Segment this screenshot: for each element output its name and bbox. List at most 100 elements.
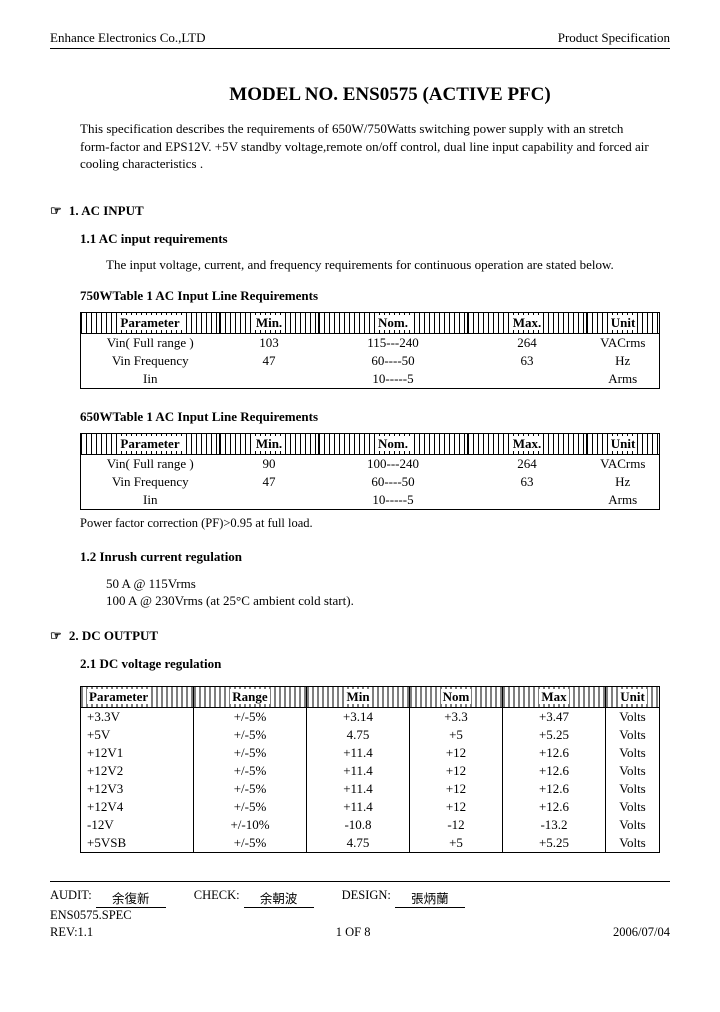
th: Range <box>230 689 269 704</box>
td: +3.14 <box>307 707 410 726</box>
section-1-1-text: The input voltage, current, and frequenc… <box>106 257 670 274</box>
td: 103 <box>220 333 319 352</box>
td: +5 <box>410 726 503 744</box>
spec-name: ENS0575.SPEC <box>50 908 670 923</box>
td: +12.6 <box>503 798 606 816</box>
page-number: 1 OF 8 <box>336 925 371 940</box>
td: Arms <box>587 491 660 510</box>
td: Volts <box>606 726 660 744</box>
td: +5.25 <box>503 726 606 744</box>
td: +12.6 <box>503 744 606 762</box>
pf-note: Power factor correction (PF)>0.95 at ful… <box>80 516 670 531</box>
table1-caption: 750WTable 1 AC Input Line Requirements <box>80 288 670 304</box>
section-2-1-heading: 2.1 DC voltage regulation <box>80 656 670 672</box>
td: +/-5% <box>194 780 307 798</box>
model-title: MODEL NO. ENS0575 (ACTIVE PFC) <box>110 84 670 106</box>
td: +12V3 <box>81 780 194 798</box>
td: Vin Frequency <box>81 473 220 491</box>
audit-label: AUDIT: <box>50 888 92 908</box>
td: Volts <box>606 762 660 780</box>
audit-value: 余復新 <box>96 888 166 908</box>
table-dc-voltage: Parameter Range Min Nom Max Unit +3.3V+/… <box>80 686 660 853</box>
td: +11.4 <box>307 762 410 780</box>
td: 264 <box>468 454 587 473</box>
td: VACrms <box>587 333 660 352</box>
td: +12 <box>410 780 503 798</box>
rev: REV:1.1 <box>50 925 93 940</box>
table-650w: Parameter Min. Nom. Max. Unit Vin( Full … <box>80 433 660 510</box>
pointer-icon: ☞ <box>50 203 62 219</box>
td: +/-5% <box>194 744 307 762</box>
td: 10-----5 <box>319 491 468 510</box>
td: +5.25 <box>503 834 606 853</box>
td: 90 <box>220 454 319 473</box>
td: +12.6 <box>503 762 606 780</box>
design-label: DESIGN: <box>342 888 391 908</box>
td: 10-----5 <box>319 370 468 389</box>
td: Volts <box>606 744 660 762</box>
td: -10.8 <box>307 816 410 834</box>
th: Min. <box>254 315 284 330</box>
th: Max. <box>511 436 544 451</box>
td: +12V4 <box>81 798 194 816</box>
td: Volts <box>606 707 660 726</box>
th: Nom. <box>376 315 410 330</box>
td: +12 <box>410 762 503 780</box>
doc-type: Product Specification <box>558 30 670 46</box>
section-1-heading: ☞ 1. AC INPUT <box>50 203 670 219</box>
td: +/-5% <box>194 798 307 816</box>
th: Unit <box>609 315 638 330</box>
td: -13.2 <box>503 816 606 834</box>
th: Nom <box>441 689 472 704</box>
th: Max. <box>511 315 544 330</box>
th: Parameter <box>118 436 181 451</box>
section-1-1-heading: 1.1 AC input requirements <box>80 231 670 247</box>
td: Hz <box>587 473 660 491</box>
td: 264 <box>468 333 587 352</box>
td: +12V2 <box>81 762 194 780</box>
td: Vin( Full range ) <box>81 333 220 352</box>
td: 47 <box>220 473 319 491</box>
td: +3.47 <box>503 707 606 726</box>
td: 4.75 <box>307 834 410 853</box>
td: 4.75 <box>307 726 410 744</box>
th: Unit <box>609 436 638 451</box>
td: +/-5% <box>194 762 307 780</box>
td <box>220 370 319 389</box>
date: 2006/07/04 <box>613 925 670 940</box>
td: +3.3 <box>410 707 503 726</box>
th: Parameter <box>118 315 181 330</box>
section-1-2-heading: 1.2 Inrush current regulation <box>80 549 670 565</box>
section-2-heading: ☞ 2. DC OUTPUT <box>50 628 670 644</box>
td: +11.4 <box>307 798 410 816</box>
section-2-label: 2. DC OUTPUT <box>69 628 158 643</box>
td: 63 <box>468 352 587 370</box>
td: +/-5% <box>194 834 307 853</box>
td: Arms <box>587 370 660 389</box>
td: +11.4 <box>307 744 410 762</box>
th: Parameter <box>87 689 150 704</box>
page: Enhance Electronics Co.,LTD Product Spec… <box>0 0 720 1012</box>
td: -12V <box>81 816 194 834</box>
inrush-text: 50 A @ 115Vrms 100 A @ 230Vrms (at 25°C … <box>106 575 670 610</box>
inrush-line2: 100 A @ 230Vrms (at 25°C ambient cold st… <box>106 592 670 610</box>
td: Volts <box>606 780 660 798</box>
intro-paragraph: This specification describes the require… <box>80 120 650 173</box>
td: 115---240 <box>319 333 468 352</box>
table-750w: Parameter Min. Nom. Max. Unit Vin( Full … <box>80 312 660 389</box>
td: 63 <box>468 473 587 491</box>
td: +12V1 <box>81 744 194 762</box>
td: 60----50 <box>319 473 468 491</box>
th: Nom. <box>376 436 410 451</box>
td: Volts <box>606 834 660 853</box>
td: +/-10% <box>194 816 307 834</box>
td: +12.6 <box>503 780 606 798</box>
design-value: 張炳蘭 <box>395 888 465 908</box>
td: +5 <box>410 834 503 853</box>
td: +/-5% <box>194 707 307 726</box>
th: Min. <box>254 436 284 451</box>
td <box>468 370 587 389</box>
td <box>468 491 587 510</box>
td: Hz <box>587 352 660 370</box>
inrush-line1: 50 A @ 115Vrms <box>106 575 670 593</box>
